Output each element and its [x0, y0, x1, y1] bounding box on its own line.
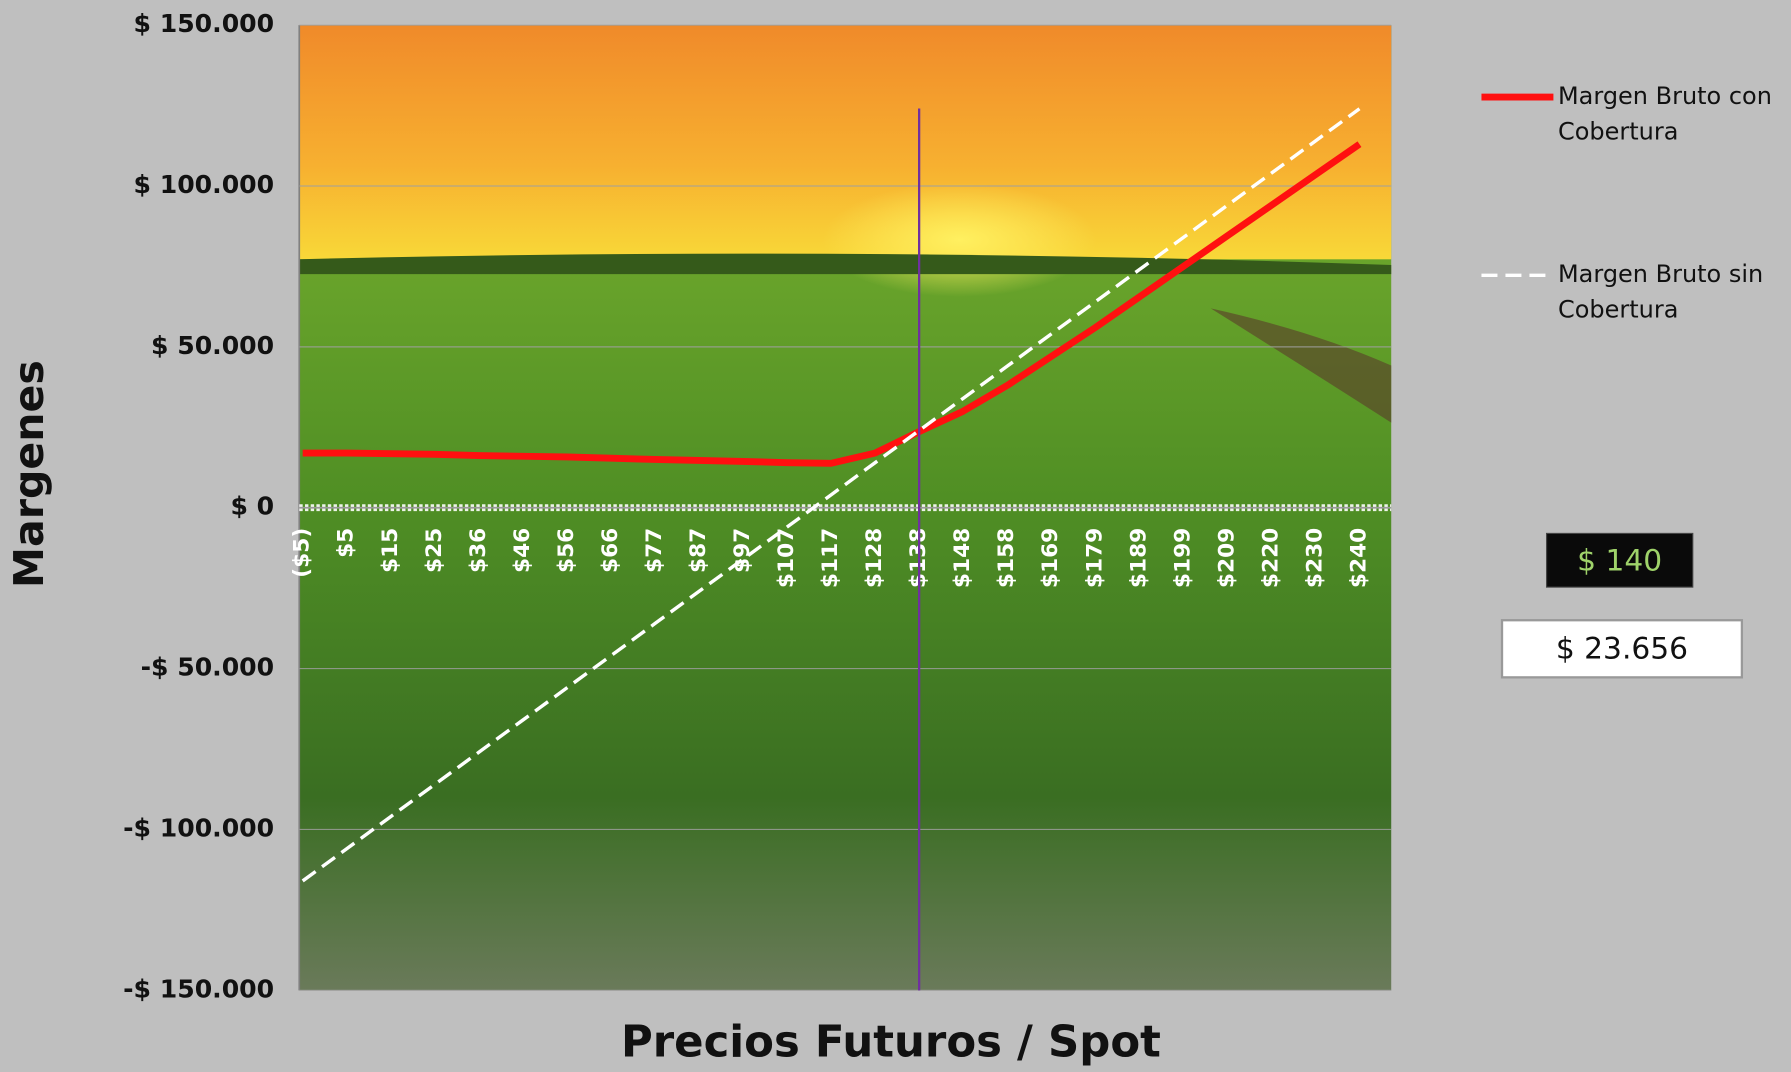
x-tick-label: $46: [510, 528, 535, 573]
x-tick-label: $66: [598, 528, 623, 573]
x-tick-label: $128: [862, 528, 887, 588]
price-box: [1545, 532, 1694, 588]
y-axis-title: Margenes: [5, 360, 53, 588]
x-tick-label: $5: [334, 528, 359, 558]
x-tick-label: $148: [950, 528, 975, 588]
y-tick-label: -$ 150.000: [123, 974, 274, 1003]
data-line: [302, 141, 1362, 467]
y-tick-label: $ 50.000: [151, 331, 274, 360]
x-tick-label: $179: [1082, 528, 1107, 588]
x-tick-label: $230: [1302, 528, 1327, 588]
x-tick-label: $107: [774, 528, 799, 588]
x-tick-label: ($5): [290, 528, 315, 578]
legend-entry: Margen Bruto sin Cobertura: [1557, 260, 1764, 324]
x-axis-title: Precios Futuros / Spot: [621, 1018, 1161, 1068]
x-tick-label: $36: [466, 528, 491, 573]
price-value: $ 140: [1577, 543, 1662, 578]
x-tick-label: $56: [554, 528, 579, 573]
x-tick-label: $240: [1346, 528, 1371, 588]
x-tick-label: $199: [1170, 528, 1195, 588]
x-tick-label: $209: [1214, 528, 1239, 588]
legend-label: Margen Bruto sin Cobertura: [1557, 260, 1764, 324]
x-tick-label: $220: [1258, 528, 1283, 588]
y-tick-label: $ 100.000: [134, 170, 275, 199]
y-tick-label: $ 0: [230, 492, 274, 521]
x-tick-label: $97: [730, 528, 755, 573]
x-tick-label: $87: [686, 528, 711, 573]
legend-label: Margen Bruto con Cobertura: [1557, 82, 1772, 146]
margin-box: [1500, 619, 1744, 679]
x-tick-label: $169: [1038, 528, 1063, 588]
x-tick-label: $77: [642, 528, 667, 573]
x-tick-label: $189: [1126, 528, 1151, 588]
x-tick-label: $15: [378, 528, 403, 573]
y-tick-label: -$ 50.000: [141, 653, 275, 682]
y-tick-label: -$ 100.000: [123, 813, 274, 842]
y-tick-label: $ 150.000: [134, 9, 275, 38]
legend-entry: Margen Bruto con Cobertura: [1557, 82, 1772, 146]
x-tick-label: $25: [422, 528, 447, 573]
margin-value: $ 23.656: [1556, 631, 1688, 666]
data-line: [301, 107, 1361, 883]
x-tick-label: $117: [818, 528, 843, 588]
x-tick-label: $158: [994, 528, 1019, 588]
